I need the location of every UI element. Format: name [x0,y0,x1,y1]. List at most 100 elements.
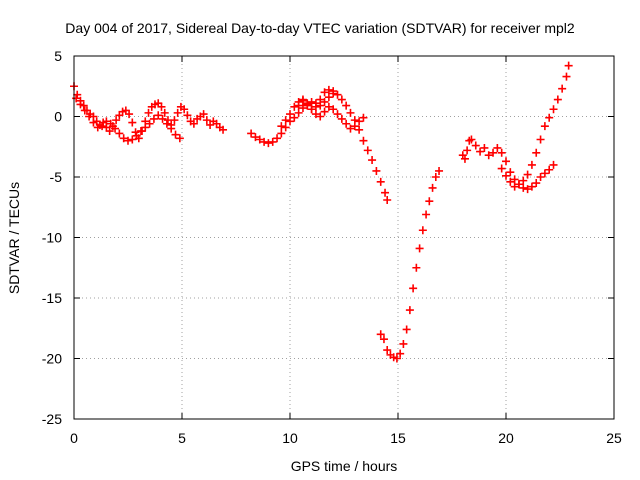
data-point-marker [171,130,180,139]
data-point-marker [311,110,320,119]
data-point-marker [132,131,141,140]
data-point-marker [540,122,549,131]
data-point-marker [333,90,342,99]
data-point-marker [76,100,85,109]
data-point-marker [255,135,264,144]
data-point-marker [157,102,166,111]
data-point-marker [290,113,299,122]
data-point-marker [519,183,528,192]
data-point-marker [286,117,294,126]
data-point-marker [149,114,158,123]
data-point-marker [497,164,506,173]
data-point-marker [460,154,469,163]
data-point-marker [536,173,545,181]
data-point-marker [415,244,424,253]
x-tick-label: 0 [70,430,78,446]
data-point-marker [329,105,338,114]
data-point-marker [162,119,171,128]
data-point-marker [320,107,329,116]
data-point-marker [510,175,519,184]
x-tick-label: 20 [498,430,514,446]
data-point-marker [379,335,388,344]
data-point-marker [136,127,145,136]
data-point-marker [549,105,558,114]
data-point-marker [502,157,510,166]
data-points [70,61,573,363]
data-point-marker [80,106,89,115]
data-point-marker [268,137,277,146]
data-point-marker [527,160,536,169]
data-point-marker [342,101,351,110]
data-point-marker [502,171,510,180]
data-point-marker [298,104,307,113]
data-point-marker [523,170,532,179]
data-point-marker [405,306,414,315]
x-tick-label: 10 [282,430,298,446]
data-point-marker [435,166,444,175]
data-point-marker [281,116,290,125]
data-point-marker [402,325,411,334]
data-point-marker [307,105,316,114]
y-tick-label: -15 [42,290,62,306]
data-point-marker [355,125,364,134]
chart-title: Day 004 of 2017, Sidereal Day-to-day VTE… [65,20,575,36]
data-point-marker [545,165,554,174]
data-point-marker [298,95,307,104]
y-tick-labels: -25 -20 -15 -10 -5 0 5 [42,48,62,427]
data-point-marker [105,127,114,136]
data-point-marker [564,61,573,70]
data-point-marker [277,122,286,131]
data-point-marker [536,135,545,144]
data-point-marker [264,139,273,148]
data-point-marker [307,97,316,106]
data-point-marker [392,354,401,363]
plot-frame [73,55,615,420]
data-point-marker [497,148,506,157]
y-axis-label: SDTVAR / TECUs [6,182,22,294]
data-point-marker [532,179,541,188]
data-point-marker [119,134,128,143]
data-point-marker [412,263,421,272]
data-point-marker [167,124,176,133]
data-point-marker [549,160,558,169]
data-point-marker [514,180,523,189]
data-point-marker [489,148,498,157]
data-point-marker [115,129,124,138]
data-point-marker [93,123,102,132]
data-point-marker [106,119,115,128]
data-point-marker [409,284,418,293]
data-point-marker [383,195,392,204]
data-point-marker [160,108,169,117]
data-point-marker [131,128,140,137]
data-point-marker [125,110,134,119]
data-point-marker [98,122,107,131]
data-point-marker [311,102,320,111]
data-point-marker [463,146,472,155]
x-tick-label: 15 [390,430,406,446]
data-point-marker [303,99,312,108]
data-point-marker [467,135,476,144]
data-point-marker [183,111,192,120]
data-point-marker [418,226,427,235]
data-point-marker [333,110,342,119]
data-point-marker [128,135,137,144]
data-point-marker [281,123,290,132]
data-point-marker [396,349,405,358]
data-point-marker [170,116,179,125]
y-tick-label: -25 [42,411,62,427]
data-point-marker [493,143,502,152]
data-point-marker [247,129,256,138]
x-tick-labels: 0 5 10 15 20 25 [70,430,622,446]
data-point-marker [484,151,493,160]
data-point-marker [124,136,132,145]
data-point-marker [558,84,567,93]
x-tick-label: 25 [606,430,622,446]
data-point-marker [337,114,346,123]
data-point-marker [506,168,515,177]
data-point-marker [510,182,519,191]
data-point-marker [422,210,431,219]
y-tick-label: -10 [42,230,62,246]
data-point-marker [553,95,562,104]
data-point-marker [359,113,368,122]
